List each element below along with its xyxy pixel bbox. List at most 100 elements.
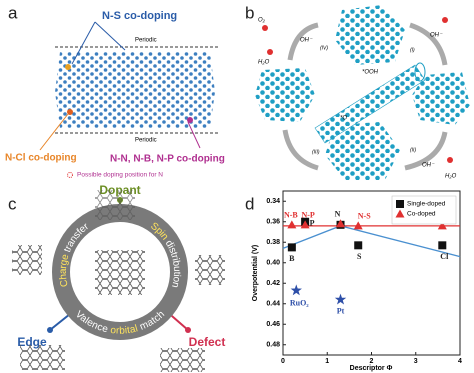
point-label: P (310, 219, 315, 228)
marker (287, 220, 297, 229)
step-label: (I) (410, 47, 415, 53)
marker (290, 284, 302, 296)
annotation: N-S co-doping (102, 10, 177, 22)
marker (334, 293, 347, 305)
y-tick-label: 0.46 (266, 321, 280, 328)
annotation: Possible doping position for N (77, 172, 163, 179)
nanotube (314, 64, 426, 144)
pointer (39, 113, 69, 151)
molecule (267, 49, 273, 55)
legend-label: Co-doped (407, 211, 436, 218)
fit-line (282, 225, 461, 258)
step-label: (IV) (320, 45, 328, 51)
legend-marker (395, 209, 405, 218)
y-axis-label: Overpotential (V) (252, 245, 259, 301)
nanoribbon (55, 52, 215, 128)
annotation: N-Cl co-doping (5, 153, 77, 164)
panel-label: c (8, 194, 17, 213)
molecule (447, 157, 453, 163)
species-label: *OOH (362, 70, 379, 76)
dopant-atom (65, 64, 71, 70)
legend-label: Single-doped (407, 201, 446, 208)
y-tick-label: 0.44 (266, 301, 280, 308)
cluster (195, 255, 225, 285)
species-label: O₂ (258, 18, 266, 24)
molecule (442, 17, 448, 23)
graphene-flake (255, 68, 315, 122)
cycle-arrow (282, 129, 319, 171)
species-label: H₂O (258, 60, 270, 66)
legend-marker (67, 172, 73, 178)
y-tick-label: 0.36 (266, 219, 280, 226)
connector-dot (47, 327, 53, 333)
cluster (160, 348, 205, 372)
x-tick-label: 1 (325, 358, 329, 365)
x-tick-label: 3 (414, 358, 418, 365)
panel-a: a N-S co-doping Periodic Periodic N-Cl c… (5, 3, 225, 178)
legend-marker (396, 200, 404, 208)
pointer (71, 21, 96, 65)
cycle-arrow (287, 22, 319, 61)
x-axis-label: Descriptor Φ (350, 365, 393, 372)
pointer (94, 21, 126, 51)
y-tick-label: 0.42 (266, 280, 280, 287)
annotation: Periodic (135, 138, 157, 144)
annotation: Periodic (135, 38, 157, 44)
point-label: RuO₂ (290, 298, 309, 307)
x-tick-label: 2 (370, 358, 374, 365)
ring-word: orbital (110, 323, 139, 336)
point-label: N-B (284, 211, 298, 220)
cycle-arrow (404, 131, 448, 171)
connector-dot (185, 327, 191, 333)
point-label: N-S (358, 212, 371, 221)
y-tick-label: 0.40 (266, 260, 280, 267)
panel-b: b O₂ H₂O OH⁻ (IV) *OOH OH⁻ (I) (II) *O (… (245, 3, 470, 180)
point-label: S (357, 252, 362, 261)
cluster (95, 190, 135, 220)
x-tick-label: 4 (458, 358, 462, 365)
step-label: (III) (312, 149, 320, 155)
panel-label: b (245, 3, 254, 22)
ring-text: Spin distribution (149, 220, 183, 288)
marker (438, 241, 447, 250)
molecule (95, 250, 145, 295)
species-label: *O (340, 116, 347, 122)
annotation: N-N, N-B, N-P co-doping (110, 154, 225, 165)
marker (287, 243, 296, 252)
point-label: N (335, 210, 341, 219)
panel-label: d (245, 194, 254, 213)
dopant-atom (187, 117, 193, 123)
dopant-atom (67, 109, 73, 115)
point-label: Pt (337, 306, 345, 315)
species-label: OH⁻ (422, 163, 435, 169)
panel-c: c Charge transfer Spin distribution Vale… (8, 183, 225, 372)
x-tick-label: 0 (281, 358, 285, 365)
graphene-flake (412, 72, 470, 125)
marker (353, 221, 363, 230)
marker (300, 220, 310, 229)
marker (336, 219, 346, 228)
marker (354, 241, 363, 250)
marker (437, 221, 447, 230)
point-label: Cl (440, 252, 449, 261)
point-label: B (289, 254, 295, 263)
step-label: (II) (410, 147, 416, 153)
ring-text: Charge transfer (58, 220, 92, 287)
graphene-flake (325, 122, 400, 180)
species-label: OH⁻ (300, 38, 313, 44)
species-label: OH⁻ (430, 33, 443, 39)
panel-label: a (8, 3, 18, 22)
graphene-flake (335, 5, 405, 65)
ring-word: Charge (58, 252, 72, 287)
y-tick-label: 0.34 (266, 198, 280, 205)
molecule (262, 25, 268, 31)
cluster (20, 345, 65, 370)
y-tick-label: 0.48 (266, 342, 280, 349)
cluster (12, 245, 42, 275)
point-label: N-P (301, 211, 314, 220)
cycle-arrow (409, 22, 448, 66)
y-tick-label: 0.38 (266, 239, 280, 246)
category-label: Defect (189, 335, 226, 349)
species-label: H₂O (445, 174, 457, 180)
